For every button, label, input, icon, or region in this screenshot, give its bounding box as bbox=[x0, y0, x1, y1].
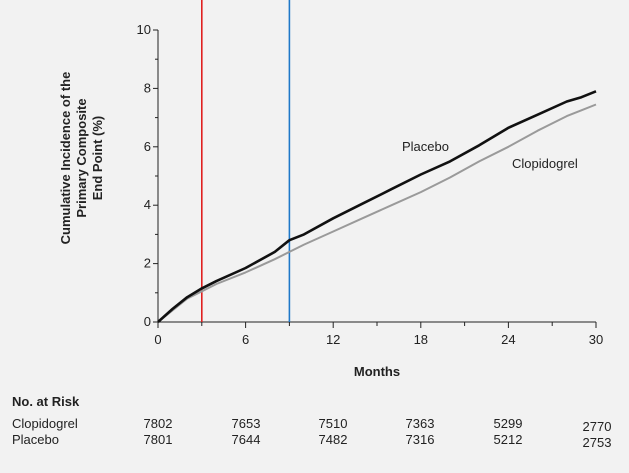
series-label-clopidogrel: Clopidogrel bbox=[512, 156, 578, 171]
x-tick-label: 0 bbox=[154, 332, 161, 347]
risk-cell: 2753 bbox=[582, 435, 612, 450]
y-tick-label: 4 bbox=[144, 197, 151, 212]
y-tick-label: 10 bbox=[137, 22, 151, 37]
x-tick-label: 24 bbox=[501, 332, 515, 347]
risk-cell: 7510 bbox=[318, 416, 348, 431]
risk-table-title: No. at Risk bbox=[12, 394, 80, 409]
x-tick-label: 30 bbox=[589, 332, 603, 347]
x-tick-label: 18 bbox=[414, 332, 428, 347]
risk-cell: 7644 bbox=[231, 432, 261, 447]
y-tick-label: 8 bbox=[144, 80, 151, 95]
series-line-clopidogrel bbox=[157, 103, 597, 323]
risk-cell: 7801 bbox=[143, 432, 173, 447]
y-tick-label: 6 bbox=[144, 139, 151, 154]
x-tick-label: 12 bbox=[326, 332, 340, 347]
risk-cell: 7363 bbox=[405, 416, 435, 431]
line-chart: Cumulative Incidence of the Primary Compo… bbox=[58, 0, 604, 379]
number-at-risk-table: No. at Risk Clopidogrel 7802 7653 7510 7… bbox=[12, 394, 622, 464]
risk-cell: 5212 bbox=[493, 432, 523, 447]
series-lines bbox=[157, 90, 597, 323]
series-labels: Placebo Clopidogrel bbox=[402, 139, 578, 171]
x-axis-title: Months bbox=[354, 364, 400, 379]
series-line-placebo bbox=[157, 90, 597, 323]
y-tick-label: 0 bbox=[144, 314, 151, 329]
y-axis-title: Cumulative Incidence of the Primary Compo… bbox=[58, 72, 105, 245]
y-tick-label: 2 bbox=[144, 256, 151, 271]
x-tick-label: 6 bbox=[242, 332, 249, 347]
risk-row-clopidogrel: Clopidogrel 7802 7653 7510 7363 5299 277… bbox=[12, 416, 622, 434]
series-label-placebo: Placebo bbox=[402, 139, 449, 154]
y-axis-title-line: Cumulative Incidence of the bbox=[58, 72, 73, 245]
reference-lines bbox=[201, 0, 291, 322]
y-axis-title-line: Primary Composite bbox=[74, 98, 89, 217]
risk-cell: 7316 bbox=[405, 432, 435, 447]
y-axis-title-line: End Point (%) bbox=[90, 116, 105, 201]
risk-row-label: Clopidogrel bbox=[12, 416, 78, 431]
risk-cell: 7653 bbox=[231, 416, 261, 431]
risk-row-label: Placebo bbox=[12, 432, 59, 447]
risk-cell: 5299 bbox=[493, 416, 523, 431]
risk-cell: 2770 bbox=[582, 419, 612, 434]
risk-cell: 7482 bbox=[318, 432, 348, 447]
risk-row-placebo: Placebo 7801 7644 7482 7316 5212 2753 bbox=[12, 432, 622, 450]
risk-cell: 7802 bbox=[143, 416, 173, 431]
